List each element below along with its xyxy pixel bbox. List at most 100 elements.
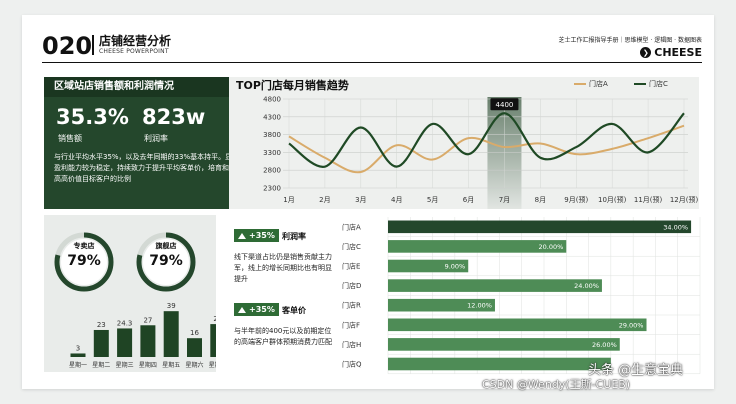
summary-description: 与行业平均水平35%，以及去年同期的33%基本持平。显示盈利能力较为稳定，持续致… [54,153,240,183]
week-bar-value: 24.3 [117,319,133,327]
sales-metric-label: 销售额 [58,134,82,143]
x-tick-label: 10月(预) [598,195,627,204]
title-divider [92,35,94,55]
trend-line-chart: 2300 2800 3300 3800 4300 4800 1月 2月 3月 4月 5月 6月 7月 8月… [263,96,699,209]
profit-growth-description: 线下渠道占比仍是销售贡献主力军，线上的增长同期比也有明显提升 [234,253,332,283]
weekday-bar-chart: 3 星期一 23 星期二 24.3 星期三 27 星期四 39 星期五 16 星期六 28 星期日 [69,302,216,369]
week-bar [93,329,109,357]
week-bar-value: 16 [190,329,199,337]
summary-title: 区域站店销售额和利润情况 [44,77,248,97]
store-bar [388,279,602,292]
donut-charts [54,232,196,292]
week-bar [140,325,156,357]
store-bar-value: 29.00% [619,321,644,329]
store-bar [388,220,692,234]
store-bar [388,240,567,253]
store-label: 门店A [342,222,361,231]
store-bar [388,318,647,332]
watermark-toutiao: 头条 @生意宝典 [588,363,684,378]
store-label: 门店D [342,281,361,290]
week-bar [210,324,216,357]
week-bar [70,353,86,357]
series-line-store-a [288,124,685,174]
order-value-label: 客单价 [282,306,306,315]
arrow-right-icon: ❯ [640,47,652,58]
store-bar-value: 12.00% [467,302,492,310]
watermark-csdn: CSDN @Wendy(王斯-CUEB) [482,378,631,391]
x-tick-label: 5月 [427,196,438,204]
store-bar [388,338,620,351]
donut-arc [54,232,114,292]
store-label: 门店R [342,301,361,310]
store-bar [388,259,469,273]
x-tick-label: 11月(预) [634,195,663,204]
y-tick-label: 3800 [263,131,281,139]
profit-growth-badge: +35% [234,229,279,242]
arrow-up-icon [238,232,246,239]
week-bar-value: 39 [167,302,176,310]
week-day-label: 星期四 [139,361,157,369]
week-day-label: 星期一 [69,361,87,369]
store-label: 门店F [342,320,360,329]
donut-inner [61,239,107,285]
donut-value-flagship: 79% [149,253,183,269]
store-bar-value: 20.00% [538,243,563,251]
legend-swatch-a [574,83,586,85]
x-tick-label: 1月 [283,196,294,204]
legend-swatch-c [634,83,646,85]
store-label: 门店C [342,242,361,251]
legend-store-a: 门店A [574,79,608,89]
header-rule [42,62,702,63]
profit-metric-value: 823w [142,105,206,129]
section-number: 020 [42,32,93,60]
store-label: 门店Q [342,360,362,369]
y-tick-label: 3300 [263,149,281,157]
sales-metric-value: 35.3% [56,105,129,129]
store-bar-value: 24.00% [574,282,599,290]
highlight-label: 4400 [496,101,514,109]
x-tick-label: 8月 [535,196,546,204]
week-day-label: 星期三 [116,361,134,369]
x-tick-label: 4月 [391,196,402,204]
store-bar [388,298,495,312]
arrow-up-icon [238,306,246,313]
week-day-label: 星期五 [162,361,180,369]
x-tick-label: 12月(预) [670,195,699,204]
order-value-badge: +35% [234,303,279,316]
week-day-label: 星期二 [92,361,110,369]
donut-inner [143,239,189,285]
week-bar [117,328,133,357]
series-line-store-c [288,112,685,168]
profit-growth-label: 利润率 [282,232,306,241]
slide: 020 店铺经营分析 CHEESE POWERPOINT 芝士工作汇报指导手册｜… [22,15,714,389]
summary-panel: 区域站店销售额和利润情况 35.3% 823w 销售额 利润率 与行业平均水平3… [44,77,248,209]
week-bar-value: 3 [76,344,80,352]
week-bar-value: 28 [213,315,216,323]
week-bar-value: 27 [143,316,152,324]
store-label: 门店E [342,262,360,271]
week-day-label: 星期日 [209,361,216,369]
week-bar-value: 23 [97,321,106,329]
week-bar [187,338,202,357]
brand-logo: ❯ CHEESE [640,46,702,59]
x-tick-label: 9月(预) [564,195,588,204]
highlight-label-box [490,98,519,111]
profit-growth-value: +35% [249,231,275,240]
store-bar-value: 34.00% [663,223,688,231]
week-day-label: 星期六 [185,361,203,369]
donut-arc [136,232,196,292]
store-share-bar-chart: 门店A 34.00% 门店C 20.00% 门店E 9.00% 门店D 24.00% 门店R 12… [342,217,701,375]
profit-metric-label: 利润率 [144,134,168,143]
y-tick-label: 4300 [263,113,281,121]
order-value-growth: +35% [249,305,275,314]
legend-label-a: 门店A [589,80,608,88]
page-subtitle: CHEESE POWERPOINT [99,48,169,55]
y-tick-label: 2300 [263,185,281,193]
legend-label-c: 门店C [649,80,668,88]
x-tick-label: 6月 [463,196,474,204]
page-title: 店铺经营分析 [99,34,172,48]
donut-value-specialty: 79% [67,253,101,269]
brand-logo-text: CHEESE [654,46,702,59]
store-label: 门店H [342,340,361,349]
store-bar-value: 26.00% [592,341,617,349]
